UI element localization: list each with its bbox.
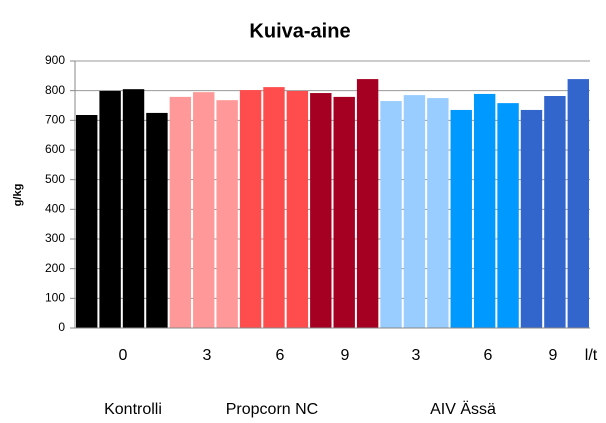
y-tick-label: 100 [45, 291, 65, 305]
y-tick-label: 0 [58, 320, 65, 334]
y-axis-label: g/kg [12, 184, 24, 207]
y-tick-label: 900 [45, 53, 65, 67]
group-label: AIV Ässä [430, 400, 496, 418]
y-tick-label: 200 [45, 261, 65, 275]
x-tick-label: 6 [484, 347, 493, 364]
bar [450, 109, 472, 328]
bar [520, 109, 543, 328]
y-tick-label: 400 [45, 202, 65, 216]
bar [239, 90, 262, 328]
y-tick-label: 600 [45, 142, 65, 156]
bar [403, 95, 426, 328]
x-tick-label: 9 [549, 347, 558, 364]
bar [567, 79, 589, 328]
bar [473, 93, 496, 329]
x-tick-label: 3 [412, 347, 421, 364]
x-tick-label: 6 [276, 347, 285, 364]
x-tick-label: 3 [203, 347, 212, 364]
group-label: Kontrolli [104, 401, 162, 418]
bar [122, 89, 145, 328]
bar [356, 79, 379, 328]
bar [544, 96, 566, 328]
bar [193, 92, 215, 329]
x-tick-label: 9 [341, 347, 350, 364]
y-tick-label: 500 [45, 172, 65, 186]
bar [333, 96, 355, 328]
bar [263, 87, 285, 329]
bar [427, 98, 449, 328]
bar [216, 100, 238, 328]
bar [497, 103, 519, 328]
y-tick-label: 300 [45, 231, 65, 245]
bar [169, 96, 192, 328]
bar [380, 101, 402, 328]
x-tick-label: 0 [119, 347, 128, 364]
group-label: Propcorn NC [226, 401, 318, 418]
y-tick-label: 700 [45, 113, 65, 127]
bar [310, 93, 332, 328]
bar [99, 90, 121, 328]
y-tick-label: 800 [45, 83, 65, 97]
x-tick-label: l/t [585, 347, 598, 364]
chart-title: Kuiva-aine [249, 20, 350, 42]
bar [146, 112, 168, 329]
bar [286, 90, 309, 328]
bar [76, 114, 98, 328]
